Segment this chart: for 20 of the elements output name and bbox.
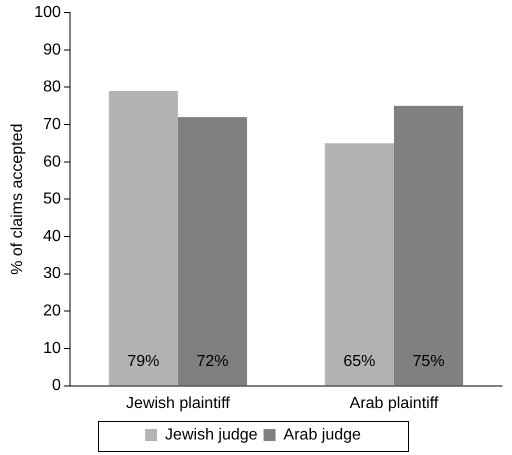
data-label: 72%	[196, 353, 229, 370]
x-tick-label: Jewish plaintiff	[126, 394, 230, 412]
y-tick-label: 80	[43, 78, 61, 96]
data-label: 79%	[127, 353, 160, 370]
y-tick-label: 90	[43, 41, 61, 58]
y-tick-label: 40	[43, 228, 61, 245]
y-tick-label: 50	[43, 190, 61, 208]
y-tick-label: 60	[43, 153, 61, 170]
data-label: 65%	[343, 353, 376, 370]
y-tick-label: 10	[43, 340, 61, 357]
y-axis-title: % of claims accepted	[9, 124, 26, 275]
data-label: 75%	[412, 353, 445, 370]
legend-label: Jewish judge	[165, 426, 258, 444]
y-tick-label: 70	[43, 116, 61, 133]
x-tick-label: Arab plaintiff	[350, 394, 439, 412]
y-tick-label: 100	[34, 4, 61, 22]
y-tick-label: 20	[43, 302, 61, 320]
legend-label: Arab judge	[284, 426, 362, 444]
y-tick-label: 30	[43, 265, 61, 282]
y-tick-label: 0	[52, 377, 61, 394]
